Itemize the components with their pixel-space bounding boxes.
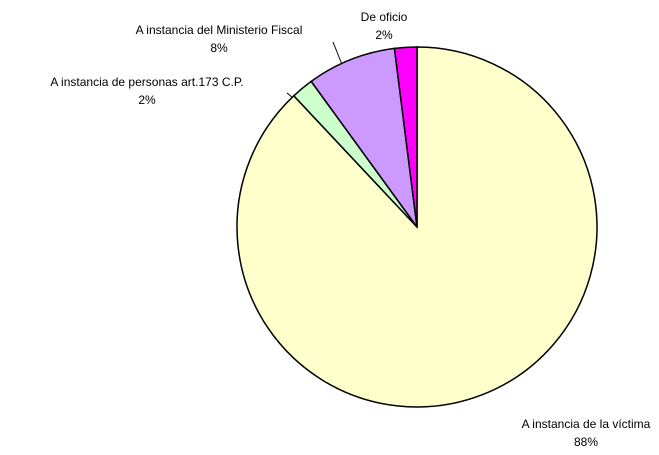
- pie-slice: [393, 46, 418, 228]
- slice-label: De oficio: [361, 10, 408, 24]
- pie-slice: [310, 47, 418, 228]
- slice-value-label: 88%: [574, 435, 598, 449]
- slice-label: A instancia del Ministerio Fiscal: [136, 23, 303, 37]
- slice-value-label: 8%: [210, 41, 228, 55]
- slice-label: A instancia de la víctima: [522, 417, 651, 431]
- slice-label: A instancia de personas art.173 C.P.: [50, 75, 243, 89]
- slice-value-label: 2%: [138, 93, 156, 107]
- slice-value-label: 2%: [375, 28, 393, 42]
